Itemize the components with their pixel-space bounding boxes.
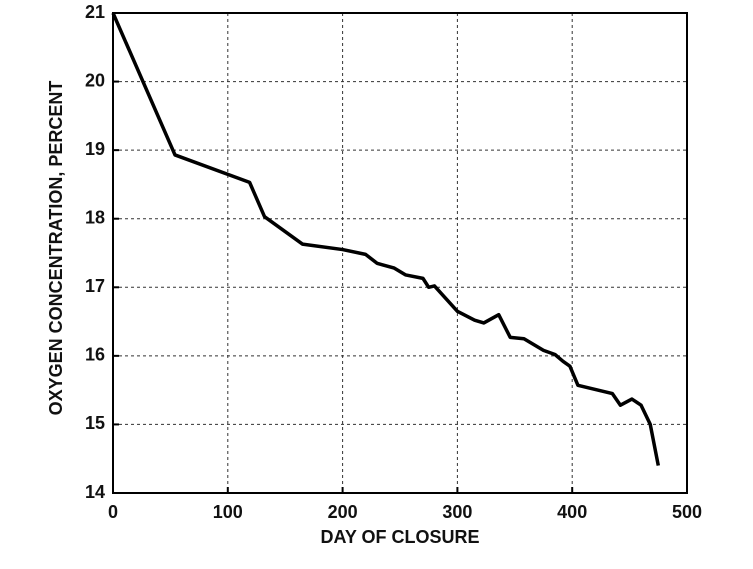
x-tick-label: 500 <box>672 502 702 522</box>
x-tick-label: 400 <box>557 502 587 522</box>
x-tick-label: 0 <box>108 502 118 522</box>
y-tick-label: 21 <box>85 2 105 22</box>
y-axis-title: OXYGEN CONCENTRATION, PERCENT <box>46 81 66 416</box>
plot-frame <box>112 12 688 494</box>
y-tick-label: 15 <box>85 413 105 433</box>
y-tick-label: 20 <box>85 70 105 90</box>
y-tick-label: 19 <box>85 139 105 159</box>
y-tick-label: 17 <box>85 276 105 296</box>
x-tick-label: 200 <box>328 502 358 522</box>
y-tick-label: 16 <box>85 345 105 365</box>
x-tick-label: 300 <box>442 502 472 522</box>
x-axis-title: DAY OF CLOSURE <box>320 527 479 547</box>
y-tick-label: 14 <box>85 482 105 502</box>
data-line <box>111 12 661 466</box>
x-tick-label: 100 <box>213 502 243 522</box>
y-tick-label: 18 <box>85 207 105 227</box>
